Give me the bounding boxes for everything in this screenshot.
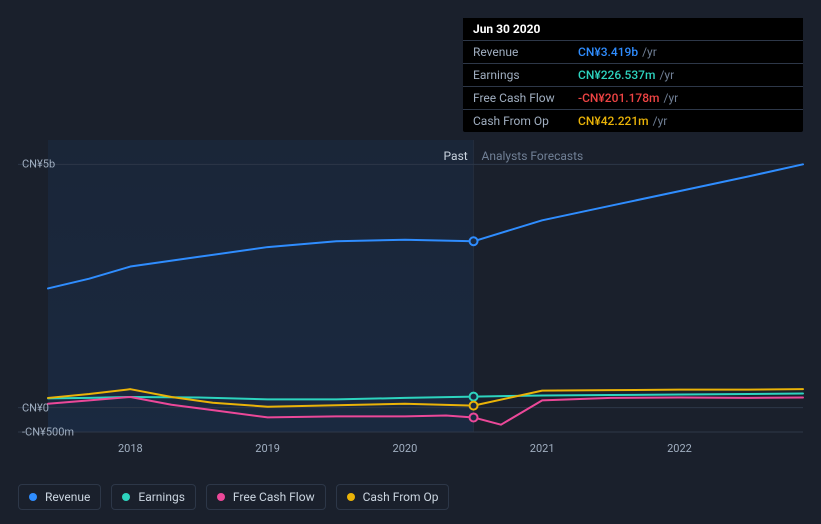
legend-label: Free Cash Flow bbox=[233, 490, 315, 504]
marker-cfo bbox=[470, 402, 478, 410]
x-tick-label: 2022 bbox=[667, 442, 692, 455]
legend-label: Revenue bbox=[45, 490, 90, 504]
tooltip-metric-value: CN¥226.537m bbox=[578, 68, 655, 82]
tooltip-row: EarningsCN¥226.537m/yr bbox=[463, 64, 803, 87]
legend-dot-icon bbox=[347, 493, 355, 501]
forecast-label: Analysts Forecasts bbox=[482, 149, 584, 163]
tooltip-metric-unit: /yr bbox=[642, 45, 657, 59]
past-label: Past bbox=[444, 149, 468, 163]
legend-dot-icon bbox=[122, 493, 130, 501]
legend-dot-icon bbox=[217, 493, 225, 501]
legend-item-revenue[interactable]: Revenue bbox=[18, 484, 101, 510]
y-tick-label: -CN¥500m bbox=[22, 426, 74, 439]
x-tick-label: 2021 bbox=[530, 442, 555, 455]
financials-chart: CN¥5b CN¥0 -CN¥500m 2018 2019 2020 2021 2022 P… bbox=[0, 0, 821, 524]
tooltip-metric-value: -CN¥201.178m bbox=[578, 91, 660, 105]
legend-item-fcf[interactable]: Free Cash Flow bbox=[206, 484, 326, 510]
tooltip-metric-unit: /yr bbox=[664, 91, 679, 105]
tooltip-metric-value: CN¥42.221m bbox=[578, 114, 649, 128]
marker-revenue bbox=[470, 237, 478, 245]
legend-label: Earnings bbox=[138, 490, 185, 504]
marker-fcf bbox=[470, 413, 478, 421]
x-tick-label: 2019 bbox=[255, 442, 280, 455]
tooltip-title: Jun 30 2020 bbox=[463, 18, 803, 41]
tooltip-metric-label: Revenue bbox=[473, 45, 578, 59]
tooltip-row: RevenueCN¥3.419b/yr bbox=[463, 41, 803, 64]
tooltip-metric-label: Earnings bbox=[473, 68, 578, 82]
legend-item-earnings[interactable]: Earnings bbox=[111, 484, 196, 510]
legend: Revenue Earnings Free Cash Flow Cash From O… bbox=[18, 484, 449, 510]
y-tick-label: CN¥0 bbox=[22, 401, 49, 414]
tooltip-metric-label: Free Cash Flow bbox=[473, 91, 578, 105]
x-tick-label: 2018 bbox=[118, 442, 143, 455]
legend-label: Cash From Op bbox=[363, 490, 439, 504]
tooltip-metric-label: Cash From Op bbox=[473, 114, 578, 128]
y-tick-label: CN¥5b bbox=[22, 158, 55, 171]
legend-dot-icon bbox=[29, 493, 37, 501]
tooltip-metric-value: CN¥3.419b bbox=[578, 45, 638, 59]
x-tick-label: 2020 bbox=[393, 442, 418, 455]
legend-item-cfo[interactable]: Cash From Op bbox=[336, 484, 450, 510]
tooltip-row: Free Cash Flow-CN¥201.178m/yr bbox=[463, 87, 803, 110]
marker-earnings bbox=[470, 393, 478, 401]
tooltip-row: Cash From OpCN¥42.221m/yr bbox=[463, 110, 803, 132]
tooltip-metric-unit: /yr bbox=[659, 68, 674, 82]
data-tooltip: Jun 30 2020 RevenueCN¥3.419b/yrEarningsC… bbox=[463, 18, 803, 132]
tooltip-metric-unit: /yr bbox=[653, 114, 668, 128]
